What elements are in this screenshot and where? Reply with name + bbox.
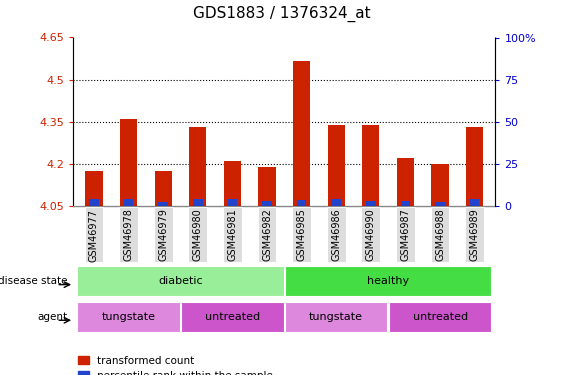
Text: GSM46985: GSM46985 <box>297 209 307 261</box>
FancyBboxPatch shape <box>285 266 491 296</box>
FancyBboxPatch shape <box>431 207 449 262</box>
Text: GSM46989: GSM46989 <box>470 209 480 261</box>
FancyBboxPatch shape <box>181 302 284 332</box>
Text: GSM46981: GSM46981 <box>227 209 238 261</box>
FancyBboxPatch shape <box>327 207 346 262</box>
Text: GSM46990: GSM46990 <box>366 209 376 261</box>
Bar <box>431 164 449 206</box>
FancyBboxPatch shape <box>223 207 242 262</box>
Text: GSM46979: GSM46979 <box>158 209 168 261</box>
Text: diabetic: diabetic <box>158 276 203 286</box>
Bar <box>124 199 133 206</box>
Bar <box>293 62 310 206</box>
Text: untreated: untreated <box>205 312 260 322</box>
FancyBboxPatch shape <box>189 207 207 262</box>
Bar <box>366 201 376 206</box>
Text: GSM46987: GSM46987 <box>400 209 410 261</box>
FancyBboxPatch shape <box>258 207 276 262</box>
Bar <box>435 202 445 206</box>
Bar <box>297 200 306 206</box>
Bar <box>362 124 379 206</box>
Text: healthy: healthy <box>367 276 409 286</box>
FancyBboxPatch shape <box>389 302 491 332</box>
Bar <box>224 161 241 206</box>
FancyBboxPatch shape <box>466 207 484 262</box>
Text: GSM46977: GSM46977 <box>89 209 99 261</box>
FancyBboxPatch shape <box>77 266 284 296</box>
Bar <box>189 128 207 206</box>
FancyBboxPatch shape <box>285 302 387 332</box>
Text: tungstate: tungstate <box>101 312 155 322</box>
FancyBboxPatch shape <box>77 302 180 332</box>
Text: GSM46978: GSM46978 <box>123 209 133 261</box>
Text: untreated: untreated <box>413 312 468 322</box>
Text: GDS1883 / 1376324_at: GDS1883 / 1376324_at <box>193 6 370 22</box>
Bar <box>120 119 137 206</box>
Bar <box>397 158 414 206</box>
FancyBboxPatch shape <box>361 207 380 262</box>
Legend: transformed count, percentile rank within the sample: transformed count, percentile rank withi… <box>78 356 273 375</box>
FancyBboxPatch shape <box>119 207 138 262</box>
Text: GSM46982: GSM46982 <box>262 209 272 261</box>
Bar <box>466 128 483 206</box>
Text: tungstate: tungstate <box>309 312 363 322</box>
Bar <box>154 171 172 206</box>
Bar <box>89 199 99 206</box>
Bar <box>328 124 345 206</box>
Bar <box>86 171 102 206</box>
Text: disease state: disease state <box>0 276 68 286</box>
Bar <box>470 199 480 206</box>
FancyBboxPatch shape <box>84 207 103 262</box>
Text: GSM46980: GSM46980 <box>193 209 203 261</box>
FancyBboxPatch shape <box>396 207 415 262</box>
FancyBboxPatch shape <box>154 207 172 262</box>
Text: GSM46986: GSM46986 <box>331 209 341 261</box>
FancyBboxPatch shape <box>292 207 311 262</box>
Bar <box>401 201 410 206</box>
Bar <box>227 199 237 206</box>
Bar <box>193 199 203 206</box>
Bar <box>332 199 341 206</box>
Bar <box>262 201 272 206</box>
Text: GSM46988: GSM46988 <box>435 209 445 261</box>
Bar <box>258 167 276 206</box>
Text: agent: agent <box>37 312 68 322</box>
Bar <box>158 202 168 206</box>
